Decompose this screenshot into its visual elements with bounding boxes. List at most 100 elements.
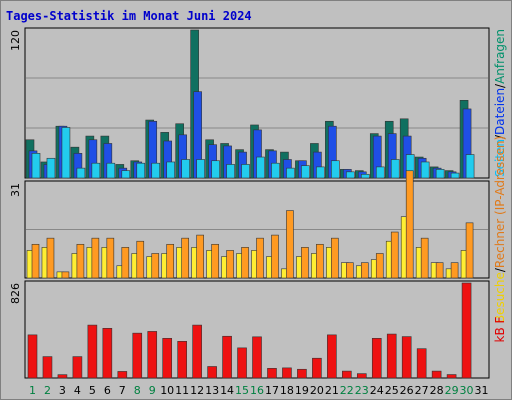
x-tick-day-1: 1	[29, 384, 36, 397]
bar-rechner-day-13	[211, 243, 219, 279]
bar-kb-day-9	[147, 331, 158, 379]
bar-seiten-day-15	[241, 164, 250, 179]
bar-kb-day-28	[431, 370, 442, 379]
bar-rechner-day-24	[375, 253, 384, 279]
x-tick-day-14: 14	[220, 384, 234, 397]
bar-seiten-day-4	[76, 167, 86, 179]
bar-seiten-day-14	[226, 164, 235, 179]
bar-rechner-day-15	[241, 247, 249, 279]
bar-rechner-day-11	[181, 237, 189, 279]
x-tick-day-3: 3	[59, 384, 66, 397]
bar-kb-day-13	[207, 366, 217, 379]
bar-seiten-day-28	[435, 169, 445, 179]
x-tick-day-8: 8	[134, 384, 141, 397]
bar-kb-day-18	[282, 367, 292, 379]
bar-kb-day-16	[252, 336, 262, 379]
bar-rechner-day-2	[46, 237, 55, 279]
bar-rechner-day-27	[420, 237, 429, 279]
y-max-label-requests: 120	[9, 30, 22, 51]
bar-kb-day-29	[446, 374, 457, 379]
bar-rechner-day-12	[196, 234, 204, 279]
bar-kb-day-24	[371, 338, 382, 379]
x-tick-day-29: 29	[445, 384, 459, 397]
bar-seiten-day-16	[256, 156, 265, 179]
bar-seiten-day-17	[271, 162, 280, 179]
bar-kb-day-5	[87, 324, 98, 379]
x-tick-day-16: 16	[250, 384, 264, 397]
x-tick-day-22: 22	[340, 384, 354, 397]
bar-seiten-day-29	[450, 172, 460, 179]
x-tick-day-18: 18	[280, 384, 294, 397]
right-label-visits: Besuche/Rechner (IP-Adressen)	[493, 136, 507, 323]
bar-kb-day-11	[177, 341, 187, 379]
bar-seiten-day-19	[301, 165, 310, 179]
bar-rechner-day-22	[346, 262, 354, 279]
bar-rechner-day-25	[390, 231, 399, 279]
bar-kb-day-22	[342, 370, 352, 379]
bar-seiten-day-5	[91, 162, 101, 179]
x-tick-day-6: 6	[104, 384, 111, 397]
bar-kb-day-10	[162, 338, 173, 379]
bar-rechner-day-4	[76, 243, 85, 279]
bar-kb-day-27	[416, 348, 427, 379]
x-tick-day-30: 30	[460, 384, 474, 397]
bar-kb-day-20	[312, 357, 322, 379]
bar-seiten-day-12	[196, 159, 205, 179]
bar-kb-day-4	[72, 356, 83, 379]
right-label-requests-part: Anfragen	[493, 29, 507, 84]
bar-rechner-day-26	[405, 170, 414, 279]
bar-seiten-day-22	[346, 171, 355, 179]
bar-rechner-day-3	[61, 271, 70, 279]
bar-seiten-day-8	[136, 162, 146, 179]
bar-seiten-day-9	[151, 162, 161, 179]
bar-kb-day-3	[57, 374, 68, 379]
bar-seiten-day-23	[360, 174, 370, 179]
x-tick-day-7: 7	[119, 384, 126, 397]
right-label-kbytes: kB F	[493, 316, 507, 342]
x-tick-day-19: 19	[295, 384, 309, 397]
bar-rechner-day-5	[91, 237, 100, 279]
bar-rechner-day-20	[316, 243, 324, 279]
bar-rechner-day-14	[226, 250, 234, 279]
bar-rechner-day-28	[435, 262, 444, 279]
bar-rechner-day-23	[360, 262, 369, 279]
chart-title: Tages-Statistik im Monat Juni 2024	[6, 9, 252, 23]
bar-kb-day-12	[192, 324, 202, 379]
bar-kb-day-7	[117, 371, 128, 379]
bar-rechner-day-18	[286, 210, 294, 279]
bar-rechner-day-7	[121, 247, 130, 279]
bar-seiten-day-25	[390, 159, 400, 179]
bar-seiten-day-21	[331, 160, 340, 179]
x-tick-day-24: 24	[370, 384, 384, 397]
right-label-requests-part: /	[493, 134, 507, 139]
bar-kb-day-17	[267, 368, 277, 379]
bar-seiten-day-7	[121, 170, 131, 179]
x-tick-day-23: 23	[355, 384, 369, 397]
bar-rechner-day-29	[450, 262, 459, 279]
bar-kb-day-26	[401, 336, 412, 379]
x-tick-day-25: 25	[385, 384, 399, 397]
bar-rechner-day-21	[331, 237, 339, 279]
bar-seiten-day-6	[106, 162, 116, 179]
right-label-requests-part: Seiten	[493, 139, 507, 177]
x-tick-day-20: 20	[310, 384, 324, 397]
x-tick-day-21: 21	[325, 384, 339, 397]
x-tick-day-11: 11	[175, 384, 189, 397]
bar-seiten-day-18	[286, 167, 295, 179]
x-tick-day-17: 17	[265, 384, 279, 397]
bar-kb-day-14	[222, 335, 232, 379]
bar-seiten-day-10	[166, 161, 176, 179]
x-tick-day-13: 13	[205, 384, 219, 397]
right-label-visits-part: /	[493, 267, 507, 272]
bar-rechner-day-8	[136, 240, 145, 279]
bar-seiten-day-11	[181, 159, 190, 179]
x-tick-day-28: 28	[430, 384, 444, 397]
x-tick-day-9: 9	[149, 384, 156, 397]
x-tick-day-5: 5	[89, 384, 96, 397]
right-label-kbytes-part: kB F	[493, 316, 507, 342]
bar-kb-day-23	[356, 373, 367, 379]
bar-rechner-day-17	[271, 234, 279, 279]
bar-seiten-day-24	[375, 166, 385, 179]
bar-kb-day-25	[386, 333, 397, 379]
